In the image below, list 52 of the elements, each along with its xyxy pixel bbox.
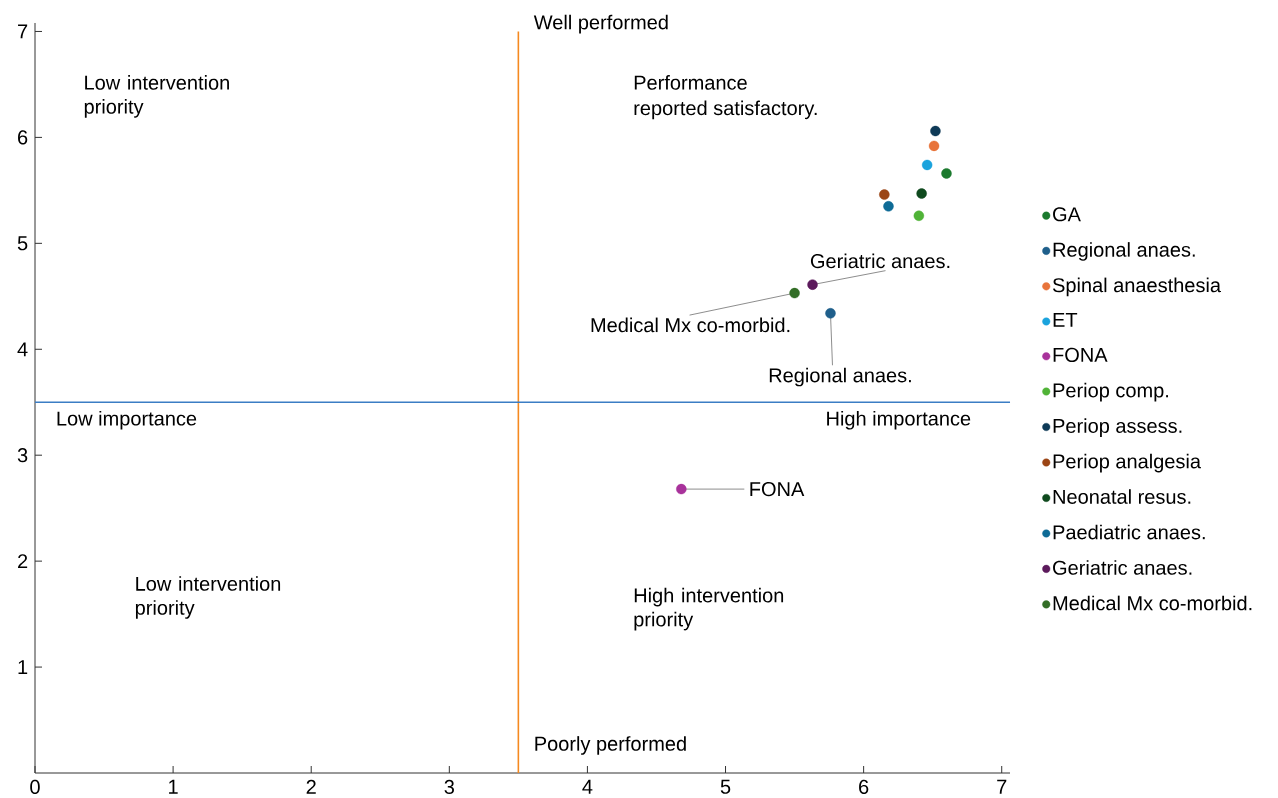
point bbox=[916, 188, 927, 199]
x-tick-label: 2 bbox=[306, 779, 316, 794]
y-tick-label: 4 bbox=[17, 342, 28, 357]
annotation: Low intervention priority bbox=[84, 75, 229, 118]
annotation: Low importance bbox=[57, 410, 197, 430]
point bbox=[921, 159, 933, 171]
legend-label: FONA bbox=[1053, 347, 1108, 362]
annotation: Well performed bbox=[533, 14, 668, 34]
annotation: Regional anaes. bbox=[769, 367, 911, 387]
x-tick-label: 7 bbox=[997, 779, 1007, 794]
annotation: High importance bbox=[827, 410, 971, 430]
point bbox=[941, 168, 952, 179]
legend-label: ET bbox=[1053, 313, 1078, 327]
legend-label: Neonatal resus. bbox=[1053, 489, 1191, 504]
legend-label: Regional anaes. bbox=[1053, 242, 1195, 261]
y-tick-label: 3 bbox=[17, 448, 28, 463]
point bbox=[825, 308, 836, 319]
point bbox=[928, 140, 940, 152]
annotation: Low intervention priority bbox=[135, 576, 281, 619]
point bbox=[676, 483, 687, 495]
point bbox=[930, 125, 941, 137]
point bbox=[883, 201, 894, 212]
point bbox=[789, 287, 800, 299]
legend-label: Spinal anaesthesia bbox=[1052, 277, 1222, 297]
legend-label: Periop comp. bbox=[1053, 382, 1169, 402]
x-tick-label: 4 bbox=[582, 779, 593, 794]
x-tick-label: 1 bbox=[169, 779, 178, 794]
legend-label: Medical Mx co-morbid. bbox=[1053, 595, 1252, 611]
annotation: High intervention priority bbox=[634, 587, 784, 631]
y-tick-label: 6 bbox=[18, 130, 28, 145]
x-tick-label: 0 bbox=[30, 779, 40, 795]
legend-label: Periop assess. bbox=[1053, 418, 1182, 437]
x-tick-label: 5 bbox=[720, 779, 731, 794]
y-tick-label: 5 bbox=[17, 236, 28, 251]
legend-label: GA bbox=[1053, 207, 1081, 222]
annotation: FONA bbox=[750, 482, 805, 497]
y-tick-label: 7 bbox=[18, 24, 28, 39]
point bbox=[913, 210, 925, 221]
annotation: Performance bbox=[634, 75, 747, 90]
y-tick-label: 2 bbox=[18, 554, 28, 569]
point bbox=[879, 189, 890, 200]
y-tick-label: 1 bbox=[18, 660, 28, 674]
x-tick-label: 6 bbox=[859, 779, 869, 795]
annotation: reported satisfactory. bbox=[634, 100, 817, 120]
annotation: Geriatric anaes. bbox=[810, 253, 950, 269]
annotation: Poorly performed bbox=[535, 736, 686, 755]
x-tick-label: 3 bbox=[444, 779, 454, 795]
annotation: Medical Mx co-morbid. bbox=[591, 317, 790, 333]
legend-label: Periop analgesia bbox=[1053, 453, 1201, 473]
legend-label: Paediatric anaes. bbox=[1053, 524, 1205, 540]
point bbox=[807, 279, 818, 290]
legend-label: Geriatric anaes. bbox=[1053, 560, 1192, 575]
